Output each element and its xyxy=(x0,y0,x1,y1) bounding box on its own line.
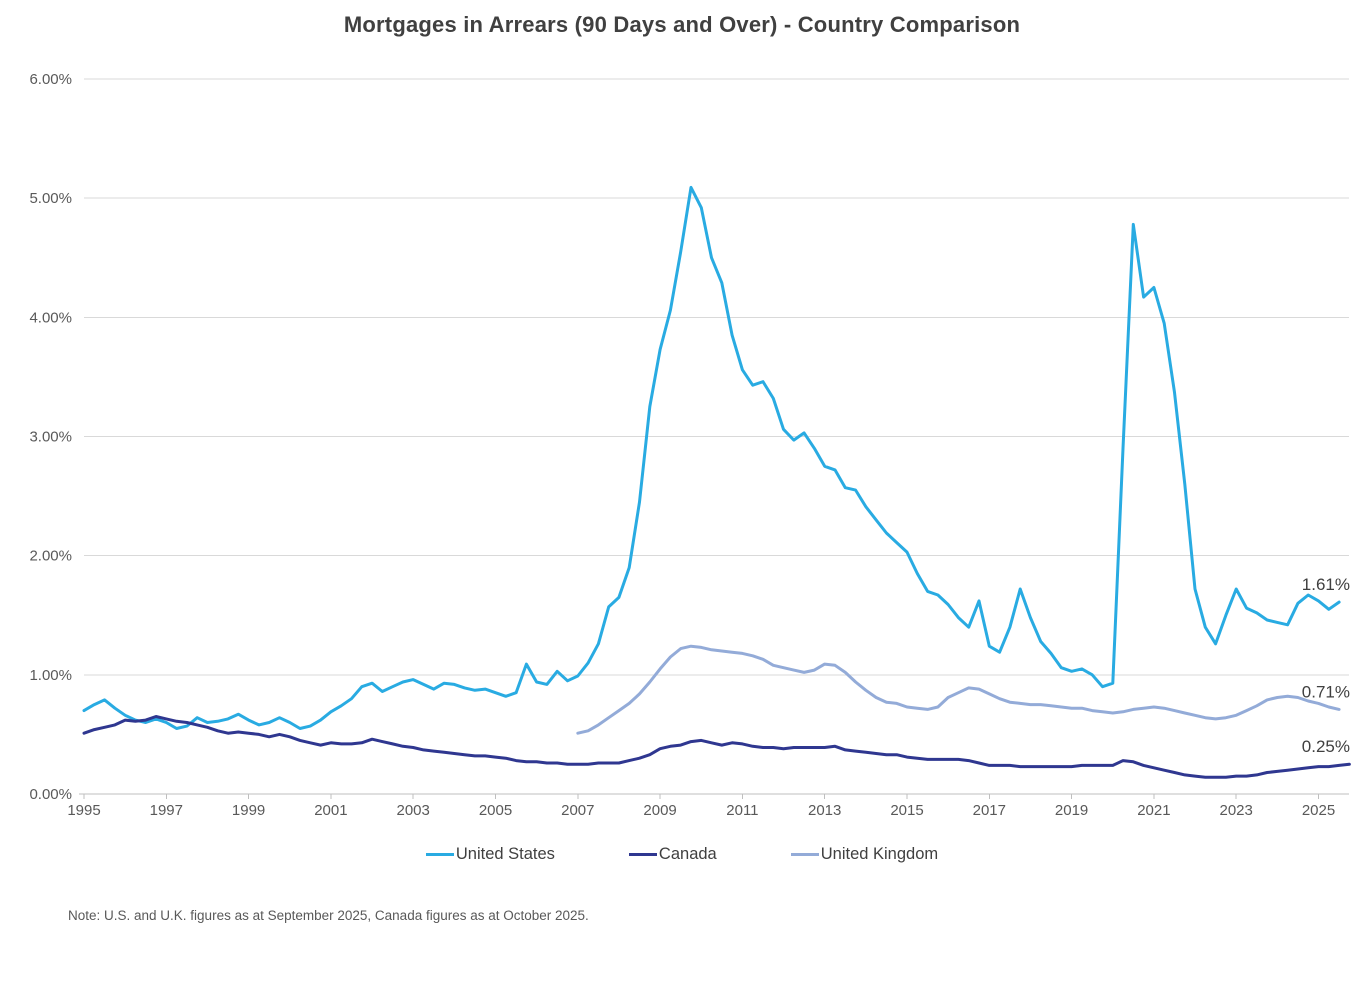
x-axis-label-2025: 2025 xyxy=(1302,802,1335,819)
legend-label-united-states: United States xyxy=(455,845,555,863)
x-axis-label-2003: 2003 xyxy=(397,802,430,819)
series-line-united-states xyxy=(82,185,1341,730)
legend-item-united-states: United States xyxy=(425,845,555,864)
y-axis-label-3: 3.00% xyxy=(29,428,72,445)
legend-label-united-kingdom: United Kingdom xyxy=(820,845,939,863)
series-line-canada xyxy=(82,715,1351,779)
end-label-united-states: 1.61% xyxy=(1302,575,1350,594)
y-axis-label-6: 6.00% xyxy=(29,71,72,88)
y-axis-label-2: 2.00% xyxy=(29,548,72,565)
chart-legend: United States Canada United Kingdom xyxy=(0,845,1364,864)
y-axis-label-5: 5.00% xyxy=(29,190,72,207)
legend-item-canada: Canada xyxy=(628,845,717,864)
legend-label-canada: Canada xyxy=(658,845,717,863)
x-axis-label-1995: 1995 xyxy=(67,802,100,819)
chart-title: Mortgages in Arrears (90 Days and Over) … xyxy=(343,12,1021,37)
x-axis-label-2015: 2015 xyxy=(890,802,923,819)
x-axis-label-2019: 2019 xyxy=(1055,802,1088,819)
legend-item-united-kingdom: United Kingdom xyxy=(790,845,939,864)
y-axis-label-0: 0.00% xyxy=(29,786,72,803)
x-axis-label-2011: 2011 xyxy=(726,802,758,819)
x-axis-label-2021: 2021 xyxy=(1137,802,1170,819)
x-axis-label-2001: 2001 xyxy=(314,802,347,819)
chart-footnote: Note: U.S. and U.K. figures as at Septem… xyxy=(68,908,589,923)
legend-swatch-canada-icon xyxy=(628,853,657,856)
x-axis-label-1999: 1999 xyxy=(232,802,265,819)
end-label-united-kingdom: 0.71% xyxy=(1302,682,1350,701)
x-axis-label-2009: 2009 xyxy=(643,802,676,819)
x-axis-label-2017: 2017 xyxy=(973,802,1006,819)
x-axis-label-2005: 2005 xyxy=(479,802,512,819)
legend-swatch-united-kingdom-icon xyxy=(790,853,819,856)
y-axis-label-1: 1.00% xyxy=(29,667,72,684)
x-axis-label-2007: 2007 xyxy=(561,802,594,819)
y-axis-label-4: 4.00% xyxy=(29,309,72,326)
end-label-canada: 0.25% xyxy=(1302,737,1350,756)
x-axis-label-1997: 1997 xyxy=(150,802,183,819)
series-line-united-kingdom xyxy=(576,644,1341,735)
x-axis-label-2013: 2013 xyxy=(808,802,841,819)
legend-swatch-united-states-icon xyxy=(425,853,454,856)
x-axis-label-2023: 2023 xyxy=(1220,802,1253,819)
